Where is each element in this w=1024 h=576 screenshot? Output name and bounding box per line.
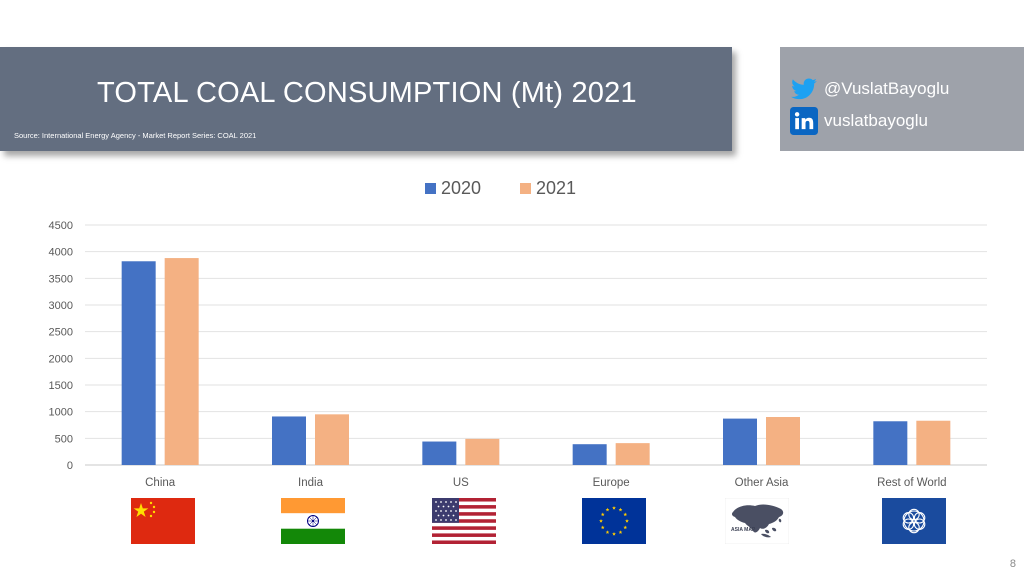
x-tick-label: China	[145, 477, 176, 489]
eu-star	[618, 530, 623, 534]
y-tick-label: 4000	[49, 247, 73, 259]
social-panel: @VuslatBayoglu vuslatbayoglu	[780, 47, 1024, 151]
title-banner: TOTAL COAL CONSUMPTION (Mt) 2021 Source:…	[0, 47, 732, 151]
chart-svg: 0 500 1000 1500 2000 2500 3000 3500 4000 4500 Chin…	[49, 178, 987, 489]
china-flag	[131, 498, 195, 544]
eu-star	[612, 506, 616, 510]
legend-label: 2021	[536, 178, 576, 198]
x-tick-label: Other Asia	[735, 477, 789, 489]
source-note: Source: International Energy Agency - Ma…	[14, 131, 257, 140]
y-tick-label: 2500	[49, 327, 73, 339]
y-tick-label: 2000	[49, 353, 73, 365]
eu-star	[623, 525, 628, 530]
x-tick-label: Rest of World	[877, 477, 946, 489]
bar-2020-rest-of-world	[873, 421, 908, 465]
x-tick-label: Europe	[593, 477, 630, 489]
twitter-icon	[791, 78, 817, 100]
bar-2021-india	[315, 414, 349, 465]
page-title: TOTAL COAL CONSUMPTION (Mt) 2021	[97, 77, 637, 109]
eu-star	[599, 519, 603, 523]
legend-swatch	[520, 183, 531, 194]
bar-2020-china	[121, 261, 156, 465]
y-tick-label: 3500	[49, 273, 73, 285]
us-flag	[432, 498, 496, 544]
twitter-link[interactable]: @VuslatBayoglu	[790, 75, 949, 103]
linkedin-handle: vuslatbayoglu	[824, 111, 928, 130]
asia-map-label: ASIA MAP	[731, 527, 756, 533]
y-tick-label: 1500	[49, 380, 73, 392]
legend-swatch	[425, 183, 436, 194]
y-tick-label: 1000	[49, 407, 73, 419]
bar-2021-us	[465, 438, 500, 465]
eu-star	[623, 512, 628, 517]
page-number: 8	[1009, 558, 1016, 570]
linkedin-link[interactable]: vuslatbayoglu	[790, 107, 928, 135]
bar-2021-rest-of-world	[916, 420, 951, 465]
eu-star	[605, 530, 610, 534]
legend-label: 2020	[441, 178, 481, 198]
x-tick-label: India	[298, 477, 324, 489]
bar-2021-europe	[615, 443, 650, 465]
europe-flag	[582, 498, 646, 544]
asia-map: ASIA MAP	[725, 498, 789, 544]
bar-2021-china	[164, 258, 199, 465]
world-flag	[882, 498, 946, 544]
bar-2020-india	[272, 416, 306, 465]
india-flag	[281, 498, 345, 544]
eu-star	[618, 507, 623, 512]
linkedin-icon	[790, 107, 818, 135]
bar-2021-other-asia	[766, 417, 800, 465]
twitter-handle: @VuslatBayoglu	[824, 79, 950, 98]
y-tick-label: 3000	[49, 300, 73, 312]
bar-chart: 0 500 1000 1500 2000 2500 3000 3500 4000 4500 Chin…	[0, 170, 1024, 490]
eu-star	[600, 525, 605, 530]
x-tick-label: US	[453, 477, 469, 489]
y-tick-label: 500	[55, 433, 73, 445]
y-tick-label: 0	[67, 460, 73, 472]
eu-star	[625, 519, 629, 523]
y-tick-label: 4500	[49, 220, 73, 232]
bar-2020-us	[422, 441, 457, 465]
bar-2020-other-asia	[723, 418, 757, 465]
eu-star	[600, 512, 605, 517]
eu-star	[605, 507, 610, 512]
eu-star	[612, 532, 616, 536]
bar-2020-europe	[572, 444, 607, 465]
